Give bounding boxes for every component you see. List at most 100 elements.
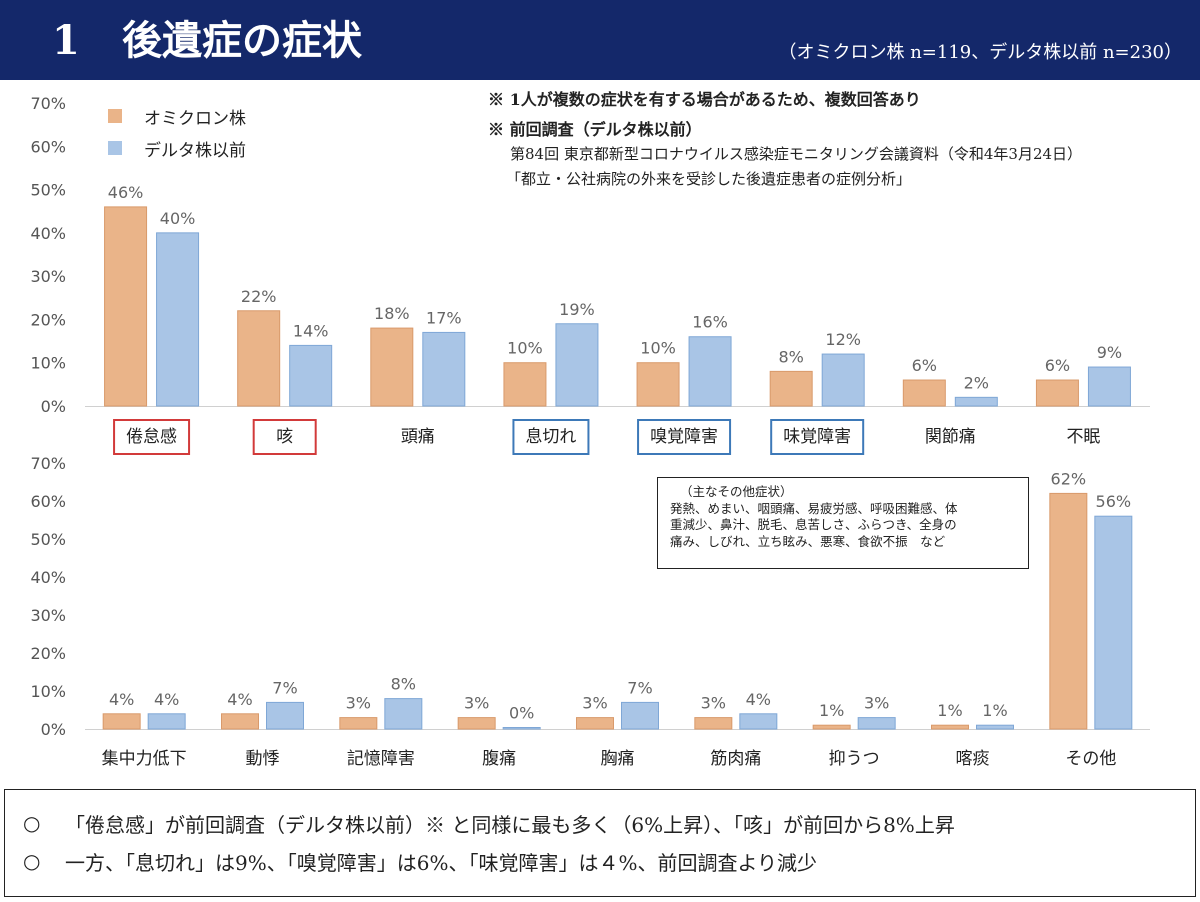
data-label-omicron: 3% [582, 694, 607, 713]
summary-text-2: 一方、「息切れ」は9%、「嗅覚障害」は6%、「味覚障害」は４%、前回調査より減少 [65, 850, 818, 875]
category-highlight-box [252, 419, 317, 455]
other-symptoms-line: 発熱、めまい、咽頭痛、易疲労感、呼吸困難感、体 [670, 500, 958, 516]
y-tick-label: 40% [30, 568, 66, 587]
bar-delta [857, 717, 896, 730]
bar-delta [289, 344, 333, 407]
bullet-circle: ○ [23, 811, 41, 835]
section-number: 1 [52, 17, 80, 64]
data-label-delta: 3% [864, 694, 889, 713]
bar-delta [954, 396, 998, 407]
data-label-delta: 4% [154, 690, 179, 709]
bar-delta [821, 353, 865, 407]
legend-item-omicron: オミクロン株 [108, 100, 246, 132]
other-symptoms-box: （主なその他症状） 発熱、めまい、咽頭痛、易疲労感、呼吸困難感、体 重減少、鼻汁… [657, 477, 1029, 569]
data-label-delta: 8% [391, 675, 416, 694]
data-label-omicron: 62% [1051, 469, 1087, 488]
data-label-omicron: 10% [507, 339, 543, 358]
bar-delta [976, 724, 1014, 730]
data-label-delta: 16% [692, 313, 728, 332]
category-label: 倦怠感 [126, 427, 177, 447]
data-label-omicron: 6% [1045, 356, 1070, 375]
bar-delta [1087, 366, 1131, 407]
category-label: 筋肉痛 [710, 749, 761, 769]
category-label: 咳 [276, 427, 293, 447]
bar-omicron [1049, 492, 1088, 730]
bar-omicron [237, 310, 281, 407]
y-tick-label: 20% [30, 310, 66, 329]
category-highlight-box [512, 419, 590, 455]
bar-delta [739, 713, 778, 730]
summary-line-2: ○ 一方、「息切れ」は9%、「嗅覚障害」は6%、「味覚障害」は４%、前回調査より… [23, 842, 1195, 880]
bar-omicron [457, 717, 496, 730]
category-label: 嗅覚障害 [650, 427, 718, 447]
y-tick-label: 0% [41, 720, 66, 739]
summary-line-1: ○ 「倦怠感」が前回調査（デルタ株以前）※ と同様に最も多く（6%上昇）、「咳」… [23, 804, 1195, 842]
y-tick-label: 70% [30, 454, 66, 473]
data-label-delta: 12% [825, 330, 861, 349]
y-tick-label: 50% [30, 181, 66, 200]
category-highlight-box [770, 419, 865, 455]
bar-omicron [694, 717, 733, 730]
bar-delta [266, 701, 304, 730]
category-label: 集中力低下 [102, 749, 187, 769]
bar-omicron [1035, 379, 1079, 407]
legend-swatch-omicron [108, 109, 122, 123]
category-label: 不眠 [1066, 427, 1100, 447]
bar-omicron [931, 724, 969, 730]
summary-box: ○ 「倦怠感」が前回調査（デルタ株以前）※ と同様に最も多く（6%上昇）、「咳」… [4, 789, 1196, 897]
category-label: 腹痛 [482, 749, 516, 769]
y-tick-label: 70% [30, 94, 66, 113]
legend-item-delta: デルタ株以前 [108, 132, 246, 164]
data-label-delta: 7% [272, 678, 297, 697]
category-label: その他 [1065, 749, 1116, 769]
data-label-delta: 19% [559, 300, 595, 319]
category-label: 関節痛 [925, 427, 976, 447]
bar-omicron [769, 370, 813, 407]
data-label-delta: 2% [964, 373, 989, 392]
data-label-delta: 9% [1097, 343, 1122, 362]
source-note-line2: 「都立・公社病院の外来を受診した後遺症患者の症例分析」 [506, 170, 912, 188]
category-label: 頭痛 [401, 427, 435, 447]
y-tick-label: 10% [30, 682, 66, 701]
bar-delta [621, 701, 659, 730]
chart-other-symptoms: 0% 10% 20% 30% 40% 50% 60% 70% 4% 4% 集中力低下 4% 7% 動悸 3%… [30, 454, 1150, 769]
data-label-omicron: 46% [108, 183, 144, 202]
chart-main-symptoms: 0% 10% 20% 30% 40% 50% 60% 70% 46% 40% 倦怠感 22% 14% 咳 1… [30, 94, 1150, 455]
y-tick-label: 10% [30, 354, 66, 373]
section-title: 後遺症の症状 [122, 17, 362, 64]
bar-omicron [636, 362, 680, 407]
data-label-omicron: 3% [464, 694, 489, 713]
category-label: 息切れ [525, 427, 576, 447]
category-label: 動悸 [246, 749, 280, 769]
data-label-omicron: 22% [241, 287, 277, 306]
data-label-delta: 40% [160, 209, 196, 228]
bar-omicron [221, 713, 259, 730]
category-label: 味覚障害 [783, 427, 851, 447]
category-label: 喀痰 [956, 749, 990, 769]
y-tick-label: 60% [30, 492, 66, 511]
legend-swatch-delta [108, 141, 122, 155]
data-label-omicron: 8% [778, 347, 803, 366]
data-label-omicron: 3% [346, 694, 371, 713]
bar-omicron [503, 362, 547, 407]
category-label: 抑うつ [829, 749, 880, 769]
legend-label-delta: デルタ株以前 [144, 140, 246, 161]
bar-delta [502, 727, 541, 730]
data-label-omicron: 4% [227, 690, 252, 709]
data-label-delta: 4% [746, 690, 771, 709]
header-bar: 1 後遺症の症状 （オミクロン株 n=119、デルタ株以前 n=230） [0, 0, 1200, 80]
bar-omicron [104, 206, 148, 407]
category-label: 記憶障害 [347, 749, 415, 769]
source-note-line1: 第84回 東京都新型コロナウイルス感染症モニタリング会議資料（令和4年3月24日… [510, 145, 1083, 163]
other-symptoms-line: 重減少、鼻汁、脱毛、息苦しさ、ふらつき、全身の [670, 517, 957, 532]
y-tick-label: 40% [30, 224, 66, 243]
bar-omicron [339, 717, 378, 730]
summary-text-1: 「倦怠感」が前回調査（デルタ株以前）※ と同様に最も多く（6%上昇）、「咳」が前… [65, 812, 955, 837]
data-label-omicron: 6% [912, 356, 937, 375]
data-label-omicron: 18% [374, 304, 410, 323]
bar-omicron [370, 327, 414, 407]
multiple-answer-note: ※ 1人が複数の症状を有する場合があるため、複数回答あり [488, 90, 921, 109]
data-label-omicron: 4% [109, 690, 134, 709]
data-label-omicron: 3% [701, 694, 726, 713]
other-symptoms-title: （主なその他症状） [680, 484, 793, 499]
